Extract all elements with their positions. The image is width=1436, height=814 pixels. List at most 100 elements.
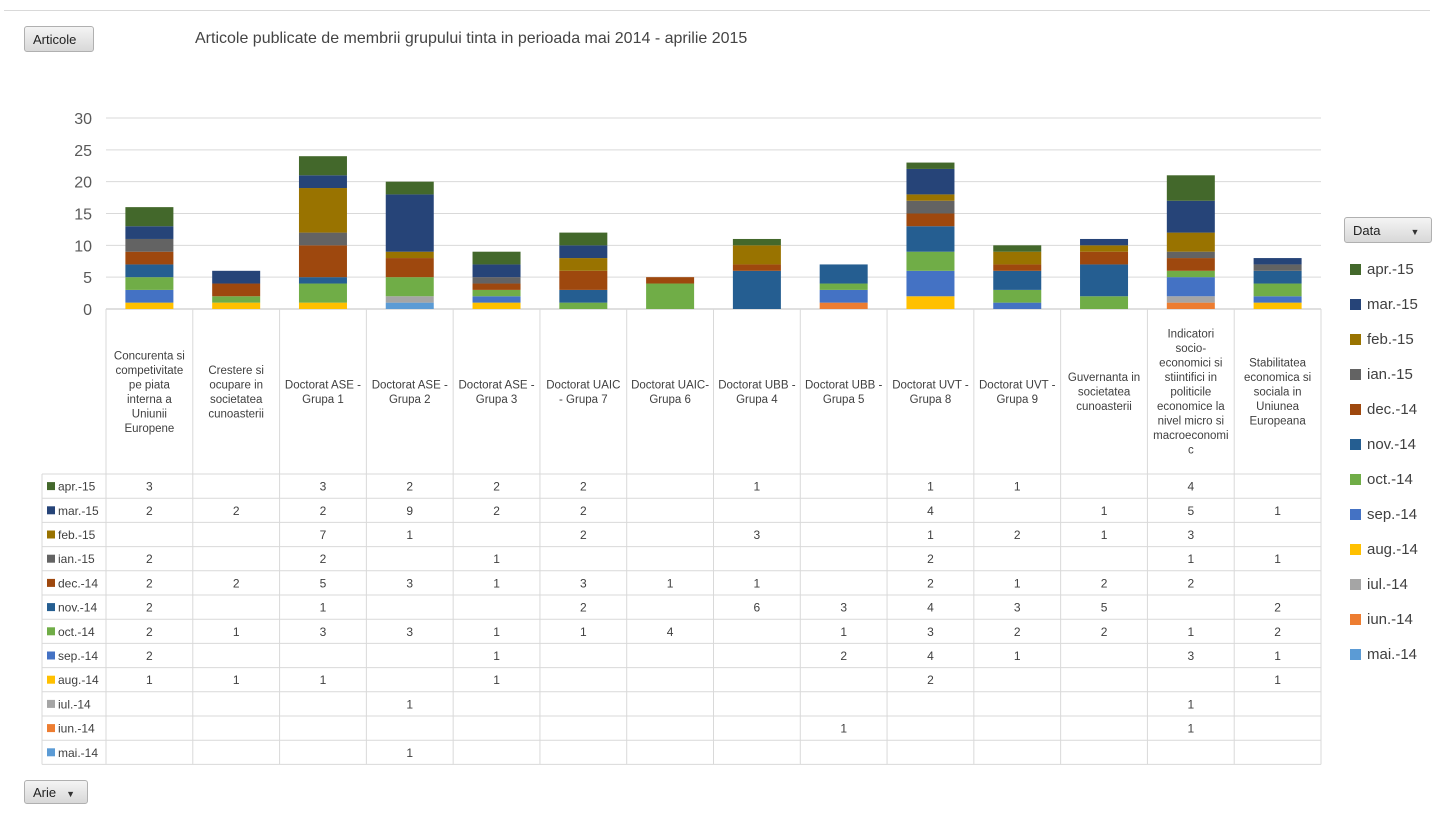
bar-segment <box>1080 264 1129 297</box>
table-cell-value: 3 <box>406 576 413 590</box>
chart-title: Articole publicate de membrii grupului t… <box>195 30 748 47</box>
table-series-label: mai.-14 <box>58 746 98 760</box>
bar-segment <box>559 302 608 309</box>
table-series-swatch <box>47 506 55 515</box>
articole-field-button[interactable]: Articole <box>24 26 94 52</box>
table-cell-value: 1 <box>493 625 500 639</box>
category-label: societatea <box>1078 387 1131 399</box>
bar-segment <box>298 188 347 233</box>
table-cell-value: 1 <box>1101 504 1108 518</box>
table-cell-value: 1 <box>493 576 500 590</box>
bar-segment <box>298 283 347 303</box>
table-cell-value: 3 <box>406 625 413 639</box>
bar-segment <box>906 226 955 252</box>
bar-segment <box>212 283 261 297</box>
table-cell-value: 3 <box>320 625 327 639</box>
table-series-swatch <box>47 651 55 660</box>
bar-segment <box>385 302 434 309</box>
table-cell-value: 2 <box>233 576 240 590</box>
bar-segment <box>298 245 347 278</box>
table-cell-value: 1 <box>1187 625 1194 639</box>
y-tick-label: 0 <box>83 302 92 319</box>
bar-segment <box>1166 232 1215 252</box>
table-series-swatch <box>47 675 55 684</box>
table-series-label: dec.-14 <box>58 576 98 590</box>
category-label: Doctorat UVT - <box>892 379 969 391</box>
table-cell-value: 1 <box>1187 722 1194 736</box>
table-cell-value: 2 <box>1187 576 1194 590</box>
bar-segment <box>732 270 781 309</box>
bar-segment <box>819 264 868 284</box>
table-cell-value: 1 <box>580 625 587 639</box>
table-series-label: sep.-14 <box>58 649 98 663</box>
bar-segment <box>993 245 1042 252</box>
table-cell-value: 4 <box>667 625 674 639</box>
table-series-swatch <box>47 482 55 491</box>
table-series-label: oct.-14 <box>58 625 95 639</box>
legend-item: feb.-15 <box>1350 322 1418 357</box>
table-series-label: iul.-14 <box>58 697 91 711</box>
legend-label: aug.-14 <box>1367 541 1418 558</box>
category-label: Doctorat ASE - <box>372 379 448 391</box>
table-cell-value: 4 <box>927 649 934 663</box>
table-cell-value: 3 <box>1187 649 1194 663</box>
category-label: Doctorat UVT - <box>979 379 1056 391</box>
table-cell-value: 1 <box>1014 649 1021 663</box>
category-label: macroeconomi <box>1153 430 1228 442</box>
bar-segment <box>125 207 174 227</box>
category-label: Grupa 6 <box>649 394 691 406</box>
category-label: Grupa 5 <box>823 394 865 406</box>
legend-item: mai.-14 <box>1350 637 1418 672</box>
bar-segment <box>732 264 781 271</box>
data-field-button[interactable]: Data ▼ <box>1344 217 1432 243</box>
bar-segment <box>298 156 347 176</box>
table-cell-value: 5 <box>1101 601 1108 615</box>
chart-legend: apr.-15 mar.-15 feb.-15 ian.-15 dec.-14 nov.-… <box>1350 252 1418 672</box>
table-cell-value: 2 <box>146 601 153 615</box>
category-label: pe piata <box>129 379 171 391</box>
bar-segment <box>472 302 521 309</box>
category-label: cunoasterii <box>208 408 264 420</box>
bar-segment <box>732 238 781 246</box>
legend-label: nov.-14 <box>1367 436 1416 453</box>
category-label: c <box>1188 445 1194 457</box>
category-label: Uniunea <box>1256 401 1299 413</box>
table-cell-value: 9 <box>406 504 413 518</box>
bar-segment <box>385 181 434 195</box>
table-series-label: ian.-15 <box>58 552 95 566</box>
table-cell-value: 1 <box>493 552 500 566</box>
table-cell-value: 1 <box>840 722 847 736</box>
category-label: Doctorat UBB - <box>805 379 882 391</box>
arie-field-button[interactable]: Arie ▼ <box>24 780 88 804</box>
table-cell-value: 7 <box>320 528 327 542</box>
category-label: nivel micro si <box>1158 416 1224 428</box>
legend-item: ian.-15 <box>1350 357 1418 392</box>
y-tick-label: 25 <box>74 143 92 160</box>
table-cell-value: 1 <box>233 625 240 639</box>
bar-segment <box>559 245 608 259</box>
table-cell-value: 1 <box>406 697 413 711</box>
table-cell-value: 5 <box>1187 504 1194 518</box>
bar-segment <box>472 296 521 303</box>
bar-segment <box>1166 251 1215 259</box>
table-series-swatch <box>47 530 55 539</box>
category-label: Stabilitatea <box>1249 358 1307 370</box>
table-cell-value: 2 <box>927 552 934 566</box>
category-label: cunoasterii <box>1076 401 1132 413</box>
bar-segment <box>906 162 955 169</box>
bar-segment <box>125 302 174 309</box>
bar-segment <box>646 283 695 309</box>
legend-item: aug.-14 <box>1350 532 1418 567</box>
table-cell-value: 3 <box>320 480 327 494</box>
legend-label: sep.-14 <box>1367 506 1418 523</box>
table-cell-value: 1 <box>840 625 847 639</box>
bar-segment <box>125 277 174 290</box>
table-cell-value: 2 <box>493 480 500 494</box>
category-label: Guvernanta in <box>1068 372 1140 384</box>
legend-label: mar.-15 <box>1367 296 1418 313</box>
category-label: politicile <box>1170 387 1211 399</box>
dropdown-arrow-icon: ▼ <box>1410 227 1420 237</box>
legend-swatch <box>1350 369 1361 380</box>
table-cell-value: 2 <box>1101 576 1108 590</box>
legend-label: iun.-14 <box>1367 611 1413 628</box>
